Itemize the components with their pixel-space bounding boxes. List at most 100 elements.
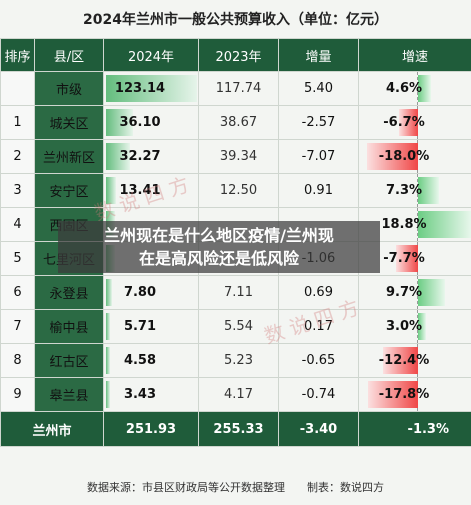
header-rank[interactable]: 排序 [0, 38, 35, 72]
increment: 0.91 [278, 173, 359, 208]
table-row[interactable]: 6 永登县 7.80 7.11 0.69 9.7% [0, 275, 471, 310]
value-2023: 4.17 [198, 377, 279, 412]
value-2023: 39.34 [198, 139, 279, 174]
increment-value: 0.69 [304, 285, 333, 300]
rank-cell-value: 7 [13, 319, 22, 334]
increment-value: -0.74 [301, 387, 336, 402]
header-row: 排序 县/区 2024年 2023年 增量 增速 [0, 38, 471, 72]
value-2024: 7.80 [103, 275, 199, 310]
increment-value: 0.91 [304, 183, 333, 198]
growth-rate: 7.3% [358, 173, 471, 208]
value-2023-value: 5.23 [224, 353, 253, 368]
growth-rate-value: 3.0% [385, 319, 423, 334]
growth-rate: -12.4% [358, 343, 471, 378]
increment: -0.74 [278, 377, 359, 412]
value-2024-value: 3.43 [123, 387, 157, 402]
value-2024: 123.14 [103, 71, 199, 106]
table-row[interactable]: 3 安宁区 13.41 12.50 0.91 7.3% [0, 173, 471, 208]
growth-rate: 4.6% [358, 71, 471, 106]
total-2023-value: 255.33 [213, 421, 264, 437]
rank-cell: 7 [0, 309, 35, 344]
growth-rate-value: 9.7% [385, 285, 423, 300]
growth-bar-positive [418, 75, 431, 102]
rank-cell-value: 2 [13, 149, 22, 164]
value-2024-value: 32.27 [119, 149, 161, 164]
footer-maker: 制表：数说四方 [307, 481, 384, 494]
growth-rate: -6.7% [358, 105, 471, 140]
value-2024-value: 13.41 [119, 183, 161, 198]
value-2023: 7.11 [198, 275, 279, 310]
growth-rate: -18.0% [358, 139, 471, 174]
value-bar [106, 75, 197, 102]
value-2023: 12.50 [198, 173, 279, 208]
table-row[interactable]: 市级 123.14 117.74 5.40 4.6% [0, 71, 471, 106]
value-2023: 5.54 [198, 309, 279, 344]
value-bar [106, 177, 116, 204]
total-growth-value: -1.3% [407, 421, 449, 437]
value-2023-value: 39.34 [219, 149, 258, 164]
growth-rate: 3.0% [358, 309, 471, 344]
rank-cell-value: 1 [13, 115, 22, 130]
total-row[interactable]: 兰州市 251.93 255.33 -3.40 -1.3% [0, 411, 471, 447]
value-2024: 4.58 [103, 343, 199, 378]
overlay-banner [58, 221, 380, 273]
footer: 数据来源：市县区财政局等公开数据整理 制表：数说四方 [0, 472, 471, 502]
district-name: 皋兰县 [34, 377, 104, 412]
value-2023-value: 7.11 [224, 285, 253, 300]
table-row[interactable]: 1 城关区 36.10 38.67 -2.57 -6.7% [0, 105, 471, 140]
increment: 0.17 [278, 309, 359, 344]
value-2024: 32.27 [103, 139, 199, 174]
total-increment-value: -3.40 [299, 421, 338, 437]
value-2024-value: 123.14 [114, 81, 166, 96]
value-2024-value: 7.80 [123, 285, 157, 300]
value-bar [106, 279, 112, 306]
district-name: 榆中县 [34, 309, 104, 344]
overlay-line-1: 兰州现在是什么地区疫情/兰州现 [104, 226, 334, 245]
rank-cell: 9 [0, 377, 35, 412]
table-row[interactable]: 2 兰州新区 32.27 39.34 -7.07 -18.0% [0, 139, 471, 174]
value-2023: 5.23 [198, 343, 279, 378]
growth-bar-negative [367, 143, 418, 170]
district-name-value: 红古区 [49, 355, 89, 370]
increment: -0.65 [278, 343, 359, 378]
increment-value: 0.17 [304, 319, 333, 334]
header-2023[interactable]: 2023年 [198, 38, 279, 72]
total-2023: 255.33 [198, 411, 279, 447]
overlay-text: 兰州现在是什么地区疫情/兰州现 在是高风险还是低风险 [58, 224, 380, 270]
value-2023: 117.74 [198, 71, 279, 106]
header-increment[interactable]: 增量 [278, 38, 359, 72]
value-2023-value: 117.74 [215, 81, 262, 96]
district-name-value: 永登县 [49, 287, 89, 302]
district-name: 永登县 [34, 275, 104, 310]
value-bar [106, 381, 110, 408]
increment-value: -7.07 [301, 149, 336, 164]
rank-cell-value: 6 [13, 285, 22, 300]
growth-bar-positive [418, 211, 471, 238]
increment: -7.07 [278, 139, 359, 174]
growth-rate-value: 18.8% [381, 217, 427, 232]
rank-cell-value: 3 [13, 183, 22, 198]
growth-axis [417, 208, 419, 241]
header-district[interactable]: 县/区 [34, 38, 104, 72]
value-bar [106, 347, 110, 374]
table-row[interactable]: 9 皋兰县 3.43 4.17 -0.74 -17.8% [0, 377, 471, 412]
value-2024: 3.43 [103, 377, 199, 412]
rank-cell: 4 [0, 207, 35, 242]
growth-bar-positive [418, 177, 439, 204]
growth-axis [417, 72, 419, 105]
total-2024: 251.93 [103, 411, 199, 447]
header-2024[interactable]: 2024年 [103, 38, 199, 72]
value-2023-value: 4.17 [224, 387, 253, 402]
table-row[interactable]: 8 红古区 4.58 5.23 -0.65 -12.4% [0, 343, 471, 378]
growth-bar-positive [418, 279, 446, 306]
table-row[interactable]: 7 榆中县 5.71 5.54 0.17 3.0% [0, 309, 471, 344]
value-2024-value: 4.58 [123, 353, 157, 368]
rank-cell-value: 9 [13, 387, 22, 402]
header-growth[interactable]: 增速 [358, 38, 471, 72]
increment-value: -2.57 [301, 115, 336, 130]
increment: 5.40 [278, 71, 359, 106]
district-name: 兰州新区 [34, 139, 104, 174]
district-name-value: 市级 [55, 83, 82, 98]
growth-axis [417, 310, 419, 343]
